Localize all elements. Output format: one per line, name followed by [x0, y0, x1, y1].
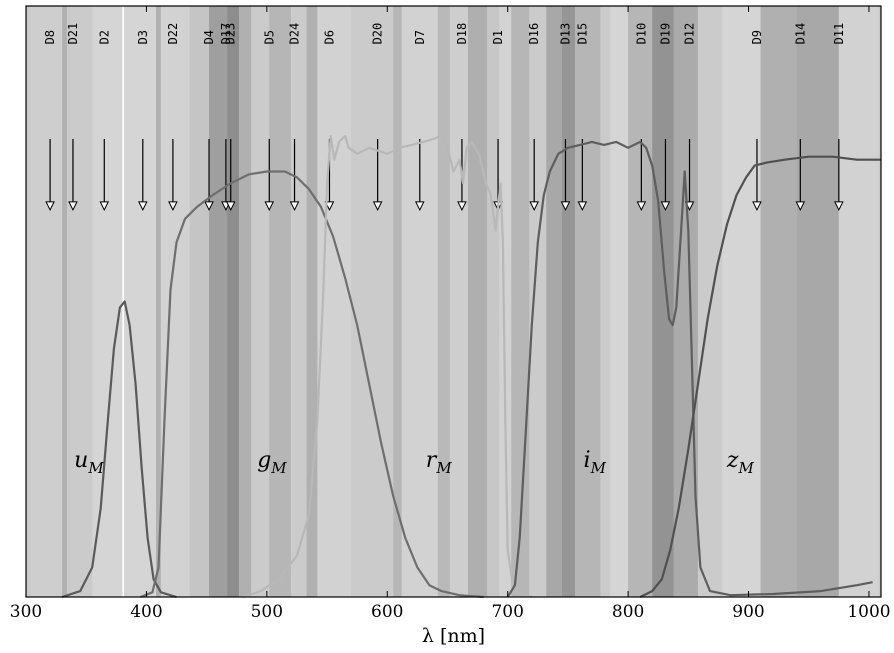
curve-label-main: u [74, 448, 88, 473]
band-21 [450, 6, 468, 597]
marker-label: D1 [491, 30, 505, 44]
marker-label: D7 [413, 30, 427, 44]
marker-label: D20 [371, 23, 385, 45]
band-30 [600, 6, 610, 597]
x-tick-label: 800 [612, 602, 644, 622]
band-2 [67, 6, 92, 597]
marker-label: D2 [97, 30, 111, 44]
band-38 [797, 6, 839, 597]
marker-label: D21 [66, 23, 80, 45]
band-15 [307, 6, 318, 597]
curve-label-main: i [584, 448, 591, 473]
band-3 [92, 6, 122, 597]
x-axis-label: λ [nm] [422, 625, 485, 647]
band-27 [546, 6, 562, 597]
marker-label: D23 [224, 23, 238, 45]
marker-label: D15 [575, 23, 589, 45]
band-20 [438, 6, 450, 597]
marker-label: D13 [558, 23, 572, 45]
x-tick-label: 900 [732, 602, 764, 622]
x-tick-label: 400 [130, 602, 162, 622]
band-9 [209, 6, 227, 597]
x-tick-label: 1000 [847, 602, 890, 622]
band-24 [499, 6, 511, 597]
band-layer [26, 6, 881, 597]
band-28 [562, 6, 575, 597]
band-17 [351, 6, 393, 597]
band-11 [239, 6, 251, 597]
marker-label: D4 [202, 30, 216, 44]
curve-label-main: g [257, 448, 271, 473]
band-1 [62, 6, 67, 597]
band-7 [161, 6, 190, 597]
marker-label: D10 [634, 23, 648, 45]
marker-label: D14 [793, 23, 807, 45]
marker-label: D6 [322, 30, 336, 44]
band-8 [190, 6, 209, 597]
band-33 [652, 6, 674, 597]
marker-label: D5 [262, 30, 276, 44]
marker-label: D8 [43, 30, 57, 44]
curve-label-sub: M [435, 459, 452, 477]
marker-label: D22 [166, 23, 180, 45]
band-36 [722, 6, 761, 597]
x-tick-label: 600 [371, 602, 403, 622]
band-14 [291, 6, 307, 597]
curve-label-sub: M [87, 459, 104, 477]
band-31 [610, 6, 628, 597]
band-13 [269, 6, 291, 597]
band-39 [839, 6, 879, 597]
band-32 [628, 6, 652, 597]
x-tick-label: 300 [10, 602, 42, 622]
band-29 [575, 6, 600, 597]
x-tick-label: 700 [491, 602, 523, 622]
curve-label-sub: M [270, 459, 287, 477]
curve-label-main: z [726, 448, 739, 473]
band-5 [124, 6, 156, 597]
marker-label: D3 [136, 30, 150, 44]
marker-label: D18 [455, 23, 469, 45]
curve-label-sub: M [590, 459, 607, 477]
x-tick-label: 500 [251, 602, 283, 622]
band-10 [227, 6, 239, 597]
band-0 [30, 6, 63, 597]
band-22 [468, 6, 487, 597]
marker-label: D16 [527, 23, 541, 45]
band-12 [251, 6, 269, 597]
marker-label: D24 [288, 23, 302, 45]
marker-label: D11 [832, 23, 846, 45]
marker-label: D19 [658, 23, 672, 45]
band-37 [761, 6, 797, 597]
marker-label: D9 [750, 30, 764, 44]
band-23 [487, 6, 499, 597]
band-26 [529, 6, 546, 597]
curve-label-sub: M [737, 459, 754, 477]
band-19 [402, 6, 438, 597]
marker-label: D12 [683, 23, 697, 45]
